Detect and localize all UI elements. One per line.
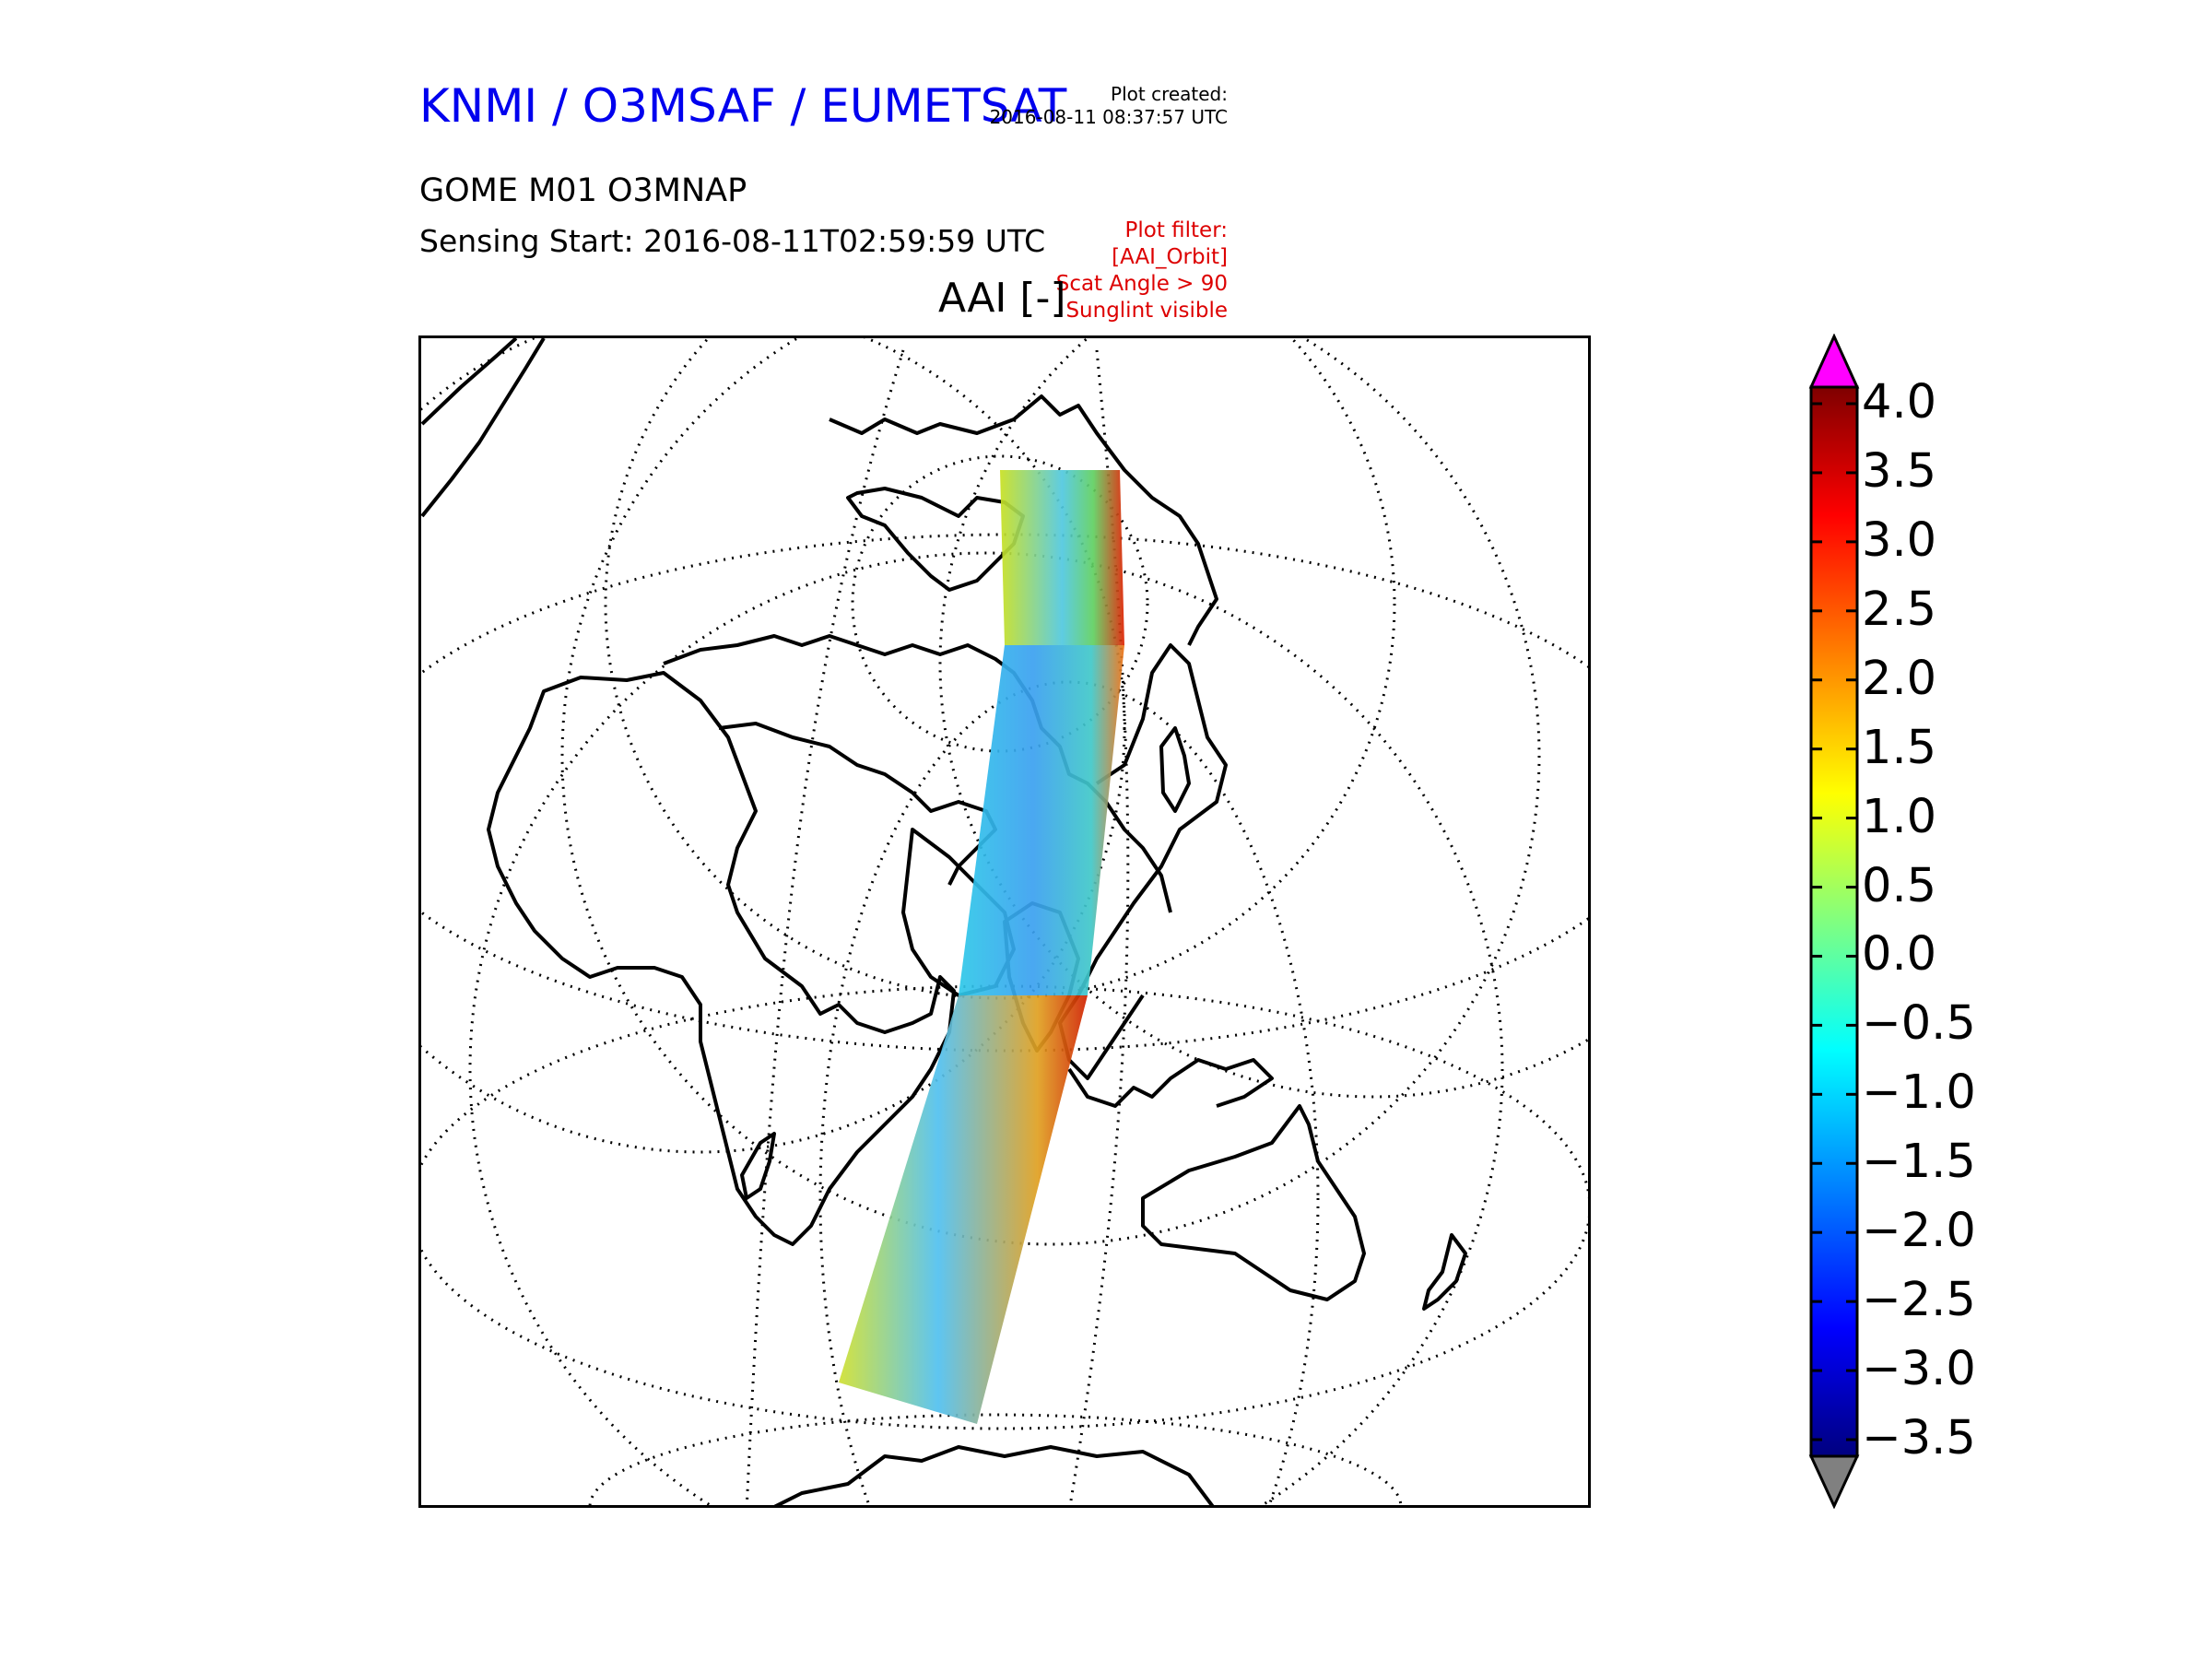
colorbar-tick-label: 3.0 bbox=[1862, 512, 1937, 568]
colorbar-tick-label: 1.0 bbox=[1862, 789, 1937, 844]
plot-filter-line: Scat Angle > 90 bbox=[1055, 272, 1228, 296]
colorbar-tick-label: 1.5 bbox=[1862, 720, 1937, 775]
colorbar-tick-label: 0.5 bbox=[1862, 858, 1937, 913]
colorbar-under-arrow bbox=[1808, 1454, 1860, 1510]
plot-filter-line: Plot filter: bbox=[1124, 218, 1228, 242]
coastline-antarctica bbox=[773, 1445, 1215, 1505]
graticule-meridian bbox=[745, 349, 905, 1505]
swath-strip-bot bbox=[839, 995, 1088, 1424]
graticule-ellipse bbox=[818, 680, 1320, 1505]
colorbar-tickmarks bbox=[1811, 402, 1857, 1441]
colorbar-tick-label: −2.5 bbox=[1862, 1273, 1976, 1328]
colorbar-tick-label: 2.5 bbox=[1862, 582, 1937, 637]
plot-filter-line: [AAI_Orbit] bbox=[1112, 245, 1228, 269]
graticule-circle bbox=[421, 338, 1126, 1154]
plot-filter-line: Sunglint visible bbox=[1065, 299, 1228, 323]
colorbar-svg bbox=[1808, 333, 1860, 1510]
colorbar-tick-label: 4.0 bbox=[1862, 375, 1937, 429]
colorbar-tick-label: −0.5 bbox=[1862, 996, 1976, 1052]
coastline-arctic-americas-2 bbox=[421, 338, 546, 518]
colorbar-body bbox=[1809, 385, 1859, 1458]
graticule-circle bbox=[560, 338, 1541, 1246]
map-svg bbox=[421, 338, 1588, 1505]
swath-strip-top bbox=[1000, 470, 1124, 645]
sensing-start: Sensing Start: 2016-08-11T02:59:59 UTC bbox=[419, 223, 1046, 259]
map-panel bbox=[418, 335, 1591, 1508]
field-title: AAI [-] bbox=[938, 275, 1066, 322]
colorbar-tick-label: 0.0 bbox=[1862, 927, 1937, 982]
colorbar-tick-label: −2.0 bbox=[1862, 1204, 1976, 1259]
coastline-arctic-americas bbox=[421, 338, 518, 426]
coastline-japan bbox=[1159, 726, 1191, 813]
coastline-new-zealand bbox=[1422, 1233, 1467, 1311]
coastline-madagascar bbox=[740, 1132, 776, 1200]
plot-created-timestamp: 2016-08-11 08:37:57 UTC bbox=[989, 106, 1228, 128]
colorbar-tick-label: −3.5 bbox=[1862, 1411, 1976, 1465]
coastline-scandinavia bbox=[846, 487, 1025, 592]
colorbar-tick-label: 3.5 bbox=[1862, 443, 1937, 499]
swath-strip-mid bbox=[959, 645, 1124, 995]
graticule-circle bbox=[938, 338, 1588, 1099]
graticule-ellipse bbox=[468, 551, 1504, 1505]
graticule-ellipse bbox=[588, 1413, 1403, 1505]
colorbar-tick-label: 2.0 bbox=[1862, 651, 1937, 706]
colorbar-tick-label: −1.0 bbox=[1862, 1065, 1976, 1121]
colorbar bbox=[1802, 333, 1866, 1512]
coastline-se-asia bbox=[1067, 1058, 1274, 1108]
plot-filter: Plot filter: [AAI_Orbit] Scat Angle > 90… bbox=[1056, 218, 1228, 324]
plot-created-label: Plot created: bbox=[1111, 83, 1228, 105]
coastline-east-asia bbox=[1058, 643, 1228, 1080]
product-name: GOME M01 O3MNAP bbox=[419, 172, 747, 209]
graticule-circle bbox=[604, 338, 1396, 1000]
coastline-europe bbox=[663, 634, 1172, 913]
colorbar-over-arrow bbox=[1808, 333, 1860, 389]
header-title: KNMI / O3MSAF / EUMETSAT bbox=[419, 79, 1067, 133]
coastline-eurasia-north bbox=[829, 394, 1218, 646]
aai-swath bbox=[839, 470, 1124, 1424]
coastline-australia bbox=[1141, 1104, 1366, 1301]
colorbar-tick-label: −1.5 bbox=[1862, 1135, 1976, 1190]
colorbar-tick-label: −3.0 bbox=[1862, 1342, 1976, 1397]
coastline-africa bbox=[487, 671, 956, 1246]
graticule-circle bbox=[851, 454, 1149, 753]
